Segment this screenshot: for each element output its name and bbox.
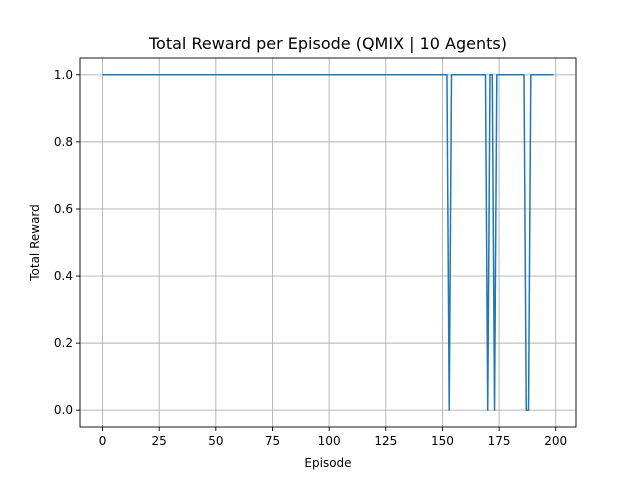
y-tick-label: 0.4 — [54, 269, 73, 283]
chart-title: Total Reward per Episode (QMIX | 10 Agen… — [148, 34, 507, 53]
x-tick-label: 125 — [374, 434, 397, 448]
y-tick-label: 0.2 — [54, 336, 73, 350]
y-tick-label: 0.8 — [54, 135, 73, 149]
x-tick-label: 25 — [152, 434, 167, 448]
axes-frame — [79, 57, 577, 428]
x-tick-label: 200 — [544, 434, 567, 448]
y-tick-label: 0.0 — [54, 403, 73, 417]
y-tick-label: 1.0 — [54, 68, 73, 82]
x-tick-label: 50 — [208, 434, 223, 448]
x-tick-label: 0 — [99, 434, 107, 448]
y-tick-label: 0.6 — [54, 202, 73, 216]
tick-layer: 0 25 50 75 100 125 150 175 200 0.0 0.2 0.4 0.6 0.8 1.0 — [54, 68, 567, 448]
series-layer — [102, 74, 554, 411]
x-tick-label: 150 — [431, 434, 454, 448]
x-tick-label: 100 — [318, 434, 341, 448]
x-axis-label: Episode — [304, 456, 351, 470]
x-tick-label: 75 — [265, 434, 280, 448]
y-axis-label: Total Reward — [28, 204, 42, 282]
series-line-0 — [102, 74, 554, 411]
x-tick-label: 175 — [488, 434, 511, 448]
